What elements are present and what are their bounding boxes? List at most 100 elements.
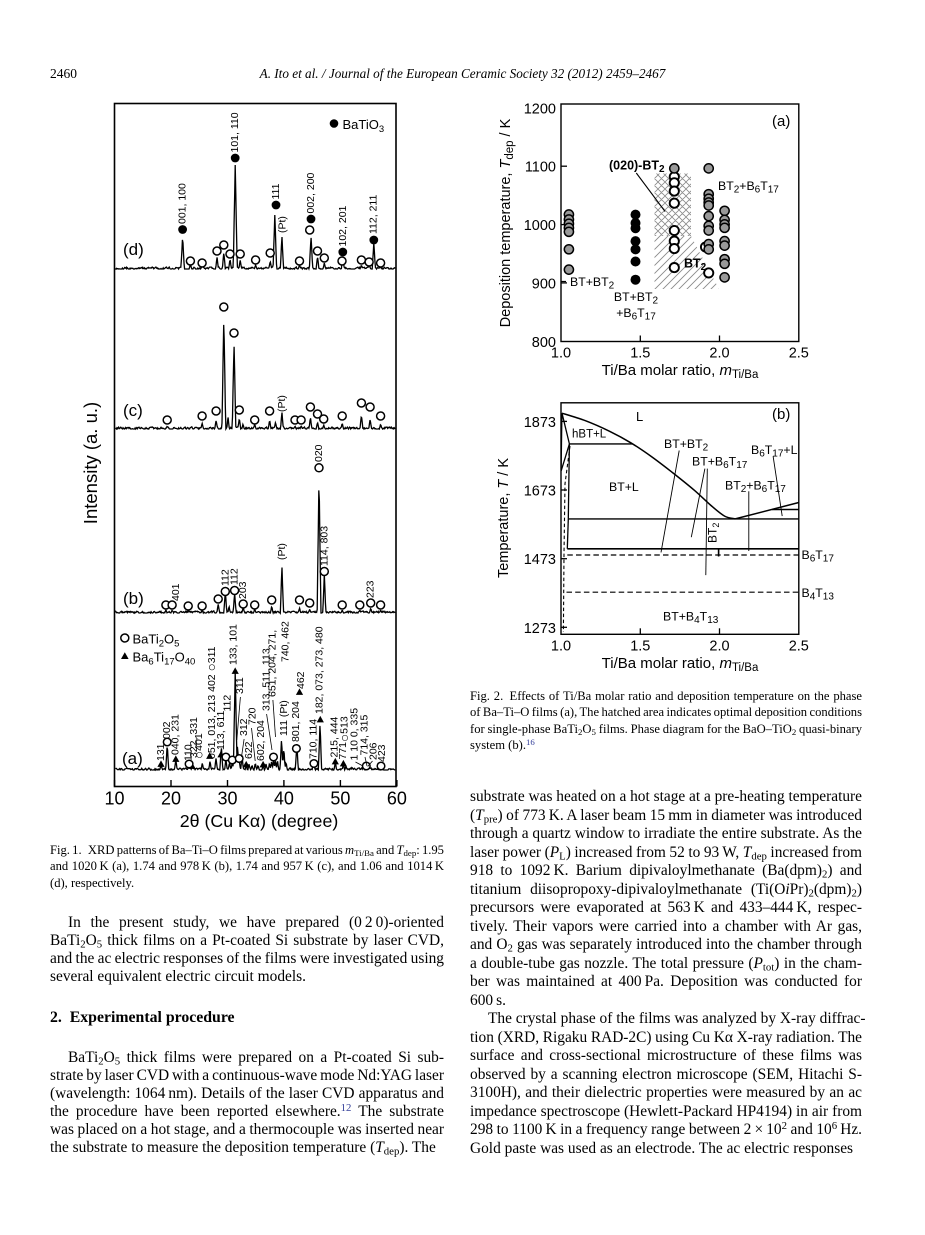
svg-text:10: 10 [104,789,124,809]
svg-text:(d): (d) [123,240,144,259]
svg-text:(a): (a) [772,113,790,130]
svg-text:1473: 1473 [524,552,556,568]
svg-text:002: 002 [161,721,173,739]
svg-text:(a): (a) [122,749,143,768]
svg-text:1.5: 1.5 [630,639,650,655]
svg-text:710, 114: 710, 114 [308,719,320,759]
svg-text:Ba6Ti17O40: Ba6Ti17O40 [133,650,196,668]
svg-text:622: 622 [243,741,255,759]
svg-text:900: 900 [532,276,556,292]
svg-text:040, 231: 040, 231 [170,714,182,755]
svg-text:1673: 1673 [524,484,556,500]
svg-text:112: 112 [219,569,231,586]
svg-text:(c): (c) [123,401,143,420]
svg-text:1.5: 1.5 [630,346,650,362]
svg-text:1100: 1100 [525,160,556,176]
svg-text:1200: 1200 [524,101,556,117]
svg-text:771: 771 [337,742,349,760]
svg-text:50: 50 [330,789,350,809]
svg-text:800: 800 [532,335,556,351]
svg-text:Ti/Ba molar ratio, mTi/Ba: Ti/Ba molar ratio, mTi/Ba [602,655,759,674]
svg-text:1000: 1000 [524,218,556,234]
svg-text:312: 312 [238,718,250,736]
svg-text:740, 462: 740, 462 [279,621,291,662]
svg-text:311: 311 [234,677,246,694]
svg-text:113, 611: 113, 611 [215,711,227,750]
svg-text:602, 204: 602, 204 [255,720,267,761]
svg-text:(b): (b) [772,406,790,423]
svg-text:2θ (Cu Kα) (degree): 2θ (Cu Kα) (degree) [180,811,339,831]
svg-text:BT2: BT2 [706,523,722,543]
svg-text:462: 462 [295,671,307,689]
svg-text:112: 112 [229,568,241,585]
svg-text:BT+L: BT+L [609,480,639,494]
svg-text:○401: ○401 [191,733,206,759]
svg-text:B4T13: B4T13 [802,586,835,603]
svg-text:BT2+B6T17: BT2+B6T17 [718,179,779,196]
svg-text:423: 423 [376,744,388,762]
svg-text:2.0: 2.0 [709,346,729,362]
svg-text:2.5: 2.5 [789,639,809,655]
svg-text:60: 60 [387,789,407,809]
svg-text:313, 511, 113: 313, 511, 113 [260,648,272,711]
svg-text:(Pt): (Pt) [276,395,288,412]
svg-text:1.0: 1.0 [551,639,571,655]
svg-text:102, 201: 102, 201 [337,205,349,246]
svg-text:Intensity (a. u.): Intensity (a. u.) [80,402,101,524]
svg-text:B6T17+L: B6T17+L [751,443,798,460]
svg-text:215, 444: 215, 444 [329,716,341,757]
svg-text:111 (Pt): 111 (Pt) [278,700,290,736]
svg-text:1.0: 1.0 [551,346,571,362]
svg-text:401: 401 [170,583,182,601]
svg-text:(Pt): (Pt) [277,216,289,233]
svg-text:131: 131 [155,743,167,761]
svg-text:2.0: 2.0 [709,639,729,655]
svg-text:1873: 1873 [524,415,556,431]
svg-text:051, 013, 213 402 ○311: 051, 013, 213 402 ○311 [204,646,219,759]
svg-text:001, 100: 001, 100 [176,183,188,224]
svg-text:Deposition temperature, Tdep /: Deposition temperature, Tdep / K [498,118,516,327]
svg-text:651, 204, 271,: 651, 204, 271, [267,630,279,697]
svg-text:BT+B6T17: BT+B6T17 [692,455,748,472]
svg-text:40: 40 [274,789,294,809]
svg-text:+B6T17: +B6T17 [616,306,656,323]
svg-text:BaTiO3: BaTiO3 [343,117,385,135]
svg-text:BT+BT2: BT+BT2 [664,437,709,454]
svg-text:114, 803: 114, 803 [318,526,330,566]
svg-text:1 10 0, 335: 1 10 0, 335 [349,708,361,761]
svg-text:111: 111 [270,183,282,199]
svg-text:1273: 1273 [524,621,556,637]
svg-text:(020)-BT2: (020)-BT2 [609,159,665,176]
svg-text:20: 20 [161,789,181,809]
svg-text:322, 331: 322, 331 [188,717,200,758]
svg-text:2.5: 2.5 [789,346,809,362]
svg-text:133, 101: 133, 101 [228,624,240,665]
svg-text:112: 112 [221,695,233,712]
svg-text:Temperature, T / K: Temperature, T / K [496,458,512,578]
svg-text:30: 30 [217,789,237,809]
svg-text:L: L [636,409,643,424]
svg-text:(Pt): (Pt) [276,543,288,560]
svg-text:BT2+B6T17: BT2+B6T17 [725,479,786,496]
svg-text:801, 204: 801, 204 [290,701,302,742]
svg-text:B6T17: B6T17 [802,548,835,565]
svg-text:BT+BT2: BT+BT2 [614,290,659,307]
svg-text:223: 223 [365,580,377,598]
svg-text:101, 110: 101, 110 [229,112,241,152]
svg-text:206: 206 [367,742,379,760]
svg-text:720: 720 [246,707,258,725]
svg-text:020: 020 [313,444,325,462]
svg-text:BT+B4T13: BT+B4T13 [663,610,719,627]
svg-text:hBT+L: hBT+L [572,429,607,441]
svg-text:110: 110 [183,744,195,761]
svg-text:714, 315: 714, 315 [358,714,370,755]
svg-text:○513: ○513 [336,716,351,742]
svg-text:203: 203 [237,581,249,599]
svg-text:BaTi2O5: BaTi2O5 [133,632,180,650]
svg-text:182, 073, 273, 480: 182, 073, 273, 480 [314,626,326,714]
svg-text:112, 211: 112, 211 [368,195,380,234]
svg-text:BT+BT2: BT+BT2 [570,275,615,292]
svg-text:002, 200: 002, 200 [305,172,317,213]
svg-text:(b): (b) [123,589,144,608]
svg-text:Ti/Ba molar ratio, mTi/Ba: Ti/Ba molar ratio, mTi/Ba [602,362,759,381]
